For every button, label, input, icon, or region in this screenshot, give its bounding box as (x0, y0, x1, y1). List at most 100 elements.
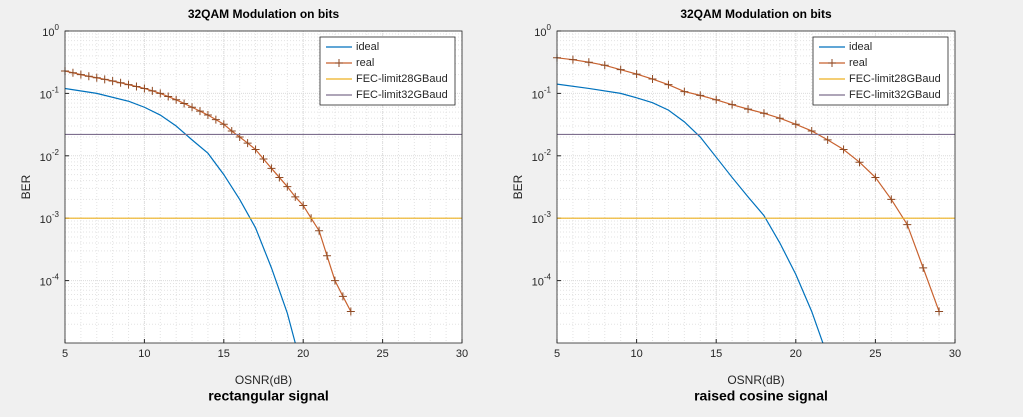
tick-exponent: -3 (52, 210, 60, 219)
marker (323, 251, 332, 260)
marker (299, 201, 308, 210)
legend-box (812, 36, 949, 106)
marker (775, 114, 784, 123)
legend-label: ideal (356, 41, 379, 53)
marker (156, 89, 165, 98)
x-axis-label: OSNR(dB) (727, 373, 784, 387)
marker (823, 135, 832, 144)
x-tick-label: 10 (138, 348, 150, 360)
marker (243, 139, 252, 148)
legend-label: real (849, 57, 867, 69)
legend-marker (335, 59, 343, 67)
legend-label: FEC-limit28GBaud (356, 73, 448, 85)
axes-box (64, 30, 463, 344)
marker (132, 82, 141, 91)
marker (759, 109, 768, 118)
tick-base: 10 (40, 214, 52, 226)
y-axis-label: BER (511, 174, 525, 199)
x-tick-label: 20 (297, 348, 309, 360)
y-tick-label: 10-2 (532, 148, 552, 164)
tick-base: 10 (42, 27, 54, 39)
marker (330, 276, 339, 285)
tick-base: 10 (532, 277, 544, 289)
tick-exponent: -2 (52, 148, 60, 157)
x-tick-label: 5 (554, 348, 560, 360)
x-tick-label: 15 (710, 348, 722, 360)
marker (140, 84, 149, 93)
marker (648, 75, 657, 84)
y-tick-label: 10-4 (40, 273, 60, 289)
y-tick-label: 10-2 (40, 148, 60, 164)
tick-base: 10 (40, 89, 52, 101)
marker (791, 120, 800, 129)
marker (887, 195, 896, 204)
marker (203, 111, 212, 120)
marker (291, 192, 300, 201)
marker (227, 126, 236, 135)
marker (164, 92, 173, 101)
x-tick-label: 30 (456, 348, 468, 360)
chart: 5 10 15 20 25 3010010-110-210-310-4idealrealF… (19, 7, 468, 404)
marker (84, 72, 93, 81)
marker (935, 307, 944, 316)
marker (180, 99, 189, 108)
tick-base: 10 (534, 27, 546, 39)
chart: 5 10 15 20 25 3010010-110-210-310-4idealrealF… (511, 7, 961, 404)
marker (664, 80, 673, 89)
x-axis-label: OSNR(dB) (235, 373, 292, 387)
marker (600, 61, 609, 70)
tick-base: 10 (40, 277, 52, 289)
legend-label: FEC-limit32GBaud (849, 89, 941, 101)
marker (315, 226, 324, 235)
tick-base: 10 (532, 89, 544, 101)
legend-label: real (356, 57, 374, 69)
marker (68, 68, 77, 77)
marker (680, 87, 689, 96)
tick-exponent: -1 (52, 86, 60, 95)
marker (195, 107, 204, 116)
y-tick-label: 10-4 (532, 273, 552, 289)
tick-exponent: -1 (544, 86, 552, 95)
marker (855, 158, 864, 167)
x-tick-label: 15 (218, 348, 230, 360)
legend-label: ideal (849, 41, 872, 53)
legend-label: FEC-limit32GBaud (356, 89, 448, 101)
tick-base: 10 (40, 152, 52, 164)
legend-label: FEC-limit28GBaud (849, 73, 941, 85)
marker (807, 126, 816, 135)
y-axis-label: BER (19, 174, 33, 199)
y-tick-label: 10-3 (40, 210, 60, 226)
y-tick-label: 10-1 (532, 86, 552, 102)
series-line (557, 83, 824, 343)
marker (568, 55, 577, 64)
marker (124, 80, 133, 89)
chart-title: 32QAM Modulation on bits (680, 7, 832, 21)
legend-marker (828, 59, 836, 67)
marker (632, 70, 641, 79)
marker (116, 78, 125, 87)
y-tick-label: 10-3 (532, 210, 552, 226)
chart-caption: raised cosine signal (694, 388, 828, 404)
tick-exponent: 0 (547, 23, 552, 32)
marker (275, 173, 284, 182)
marker (100, 75, 109, 84)
y-tick-label: 10-1 (40, 86, 60, 102)
tick-exponent: 0 (55, 23, 60, 32)
tick-base: 10 (532, 214, 544, 226)
marker (346, 307, 355, 316)
marker (211, 115, 220, 124)
marker (338, 292, 347, 301)
marker (616, 65, 625, 74)
x-tick-label: 5 (62, 348, 68, 360)
marker (903, 220, 912, 229)
x-tick-label: 25 (869, 348, 881, 360)
x-tick-label: 10 (630, 348, 642, 360)
series-line (65, 87, 296, 343)
marker (744, 105, 753, 114)
marker (283, 182, 292, 191)
marker (172, 95, 181, 104)
marker (712, 95, 721, 104)
x-tick-label: 30 (949, 348, 961, 360)
